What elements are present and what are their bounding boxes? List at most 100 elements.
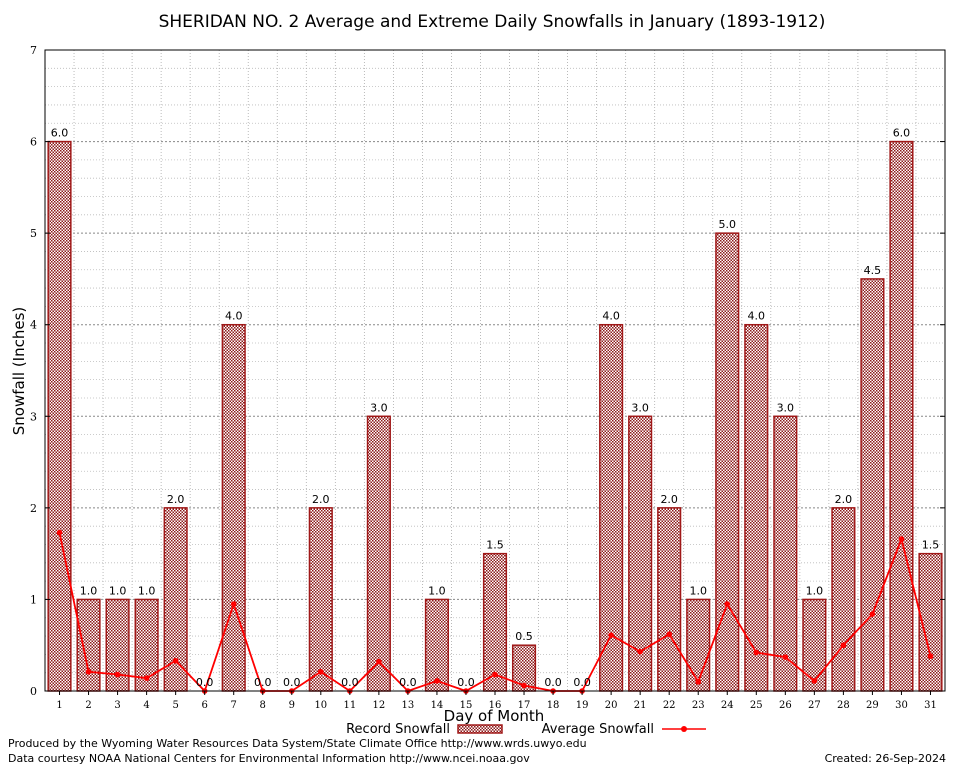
x-tick-label-23: 23 [692,700,705,711]
x-tick-label-9: 9 [289,700,295,711]
bar-day-14 [424,598,450,692]
bar-value-label-13: 0.0 [399,676,417,689]
average-point-day-31 [927,653,934,660]
x-tick-label-24: 24 [721,700,734,711]
average-point-day-7 [230,601,237,607]
bar-day-25 [744,323,769,692]
bar-value-label-31: 1.5 [922,539,940,552]
y-tick-label: 6 [30,136,37,149]
bar-value-label-25: 4.0 [748,310,766,323]
data-source-credit: Data courtesy NOAA National Centers for … [8,752,530,765]
average-point-day-16 [492,671,498,678]
x-tick-label-7: 7 [231,700,237,711]
average-point-day-26 [782,654,789,660]
y-tick-label: 0 [30,685,37,698]
bar-value-label-20: 4.0 [602,310,620,323]
average-point-day-23 [695,679,702,685]
chart-title: SHERIDAN NO. 2 Average and Extreme Daily… [159,12,826,32]
average-point-day-21 [637,648,643,655]
bar-value-label-22: 2.0 [660,493,678,506]
bar-value-label-3: 1.0 [109,584,127,597]
producer-credit: Produced by the Wyoming Water Resources … [8,737,587,750]
bar-value-label-8: 0.0 [254,676,272,689]
x-tick-label-25: 25 [750,700,763,711]
average-point-day-29 [869,611,876,617]
x-tick-label-26: 26 [779,700,792,711]
y-tick-label: 1 [30,593,37,606]
bar-value-label-15: 0.0 [457,676,475,689]
y-tick-label: 2 [30,502,37,515]
x-tick-label-21: 21 [634,700,647,711]
bar-value-label-4: 1.0 [138,584,156,597]
bar-day-7 [221,323,246,692]
x-tick-label-12: 12 [373,700,386,711]
x-axis-label: Day of Month [444,707,545,725]
bar-day-10 [308,507,333,692]
x-tick-label-13: 13 [402,700,415,711]
average-point-day-27 [811,678,818,684]
average-point-day-17 [521,682,527,689]
bar-day-27 [802,598,827,692]
legend-average-label: Average Snowfall [542,722,654,737]
y-tick-label: 5 [30,227,37,240]
x-tick-label-20: 20 [605,700,618,711]
average-point-day-30 [898,536,905,542]
bar-day-30 [889,140,914,692]
x-tick-label-4: 4 [143,700,149,711]
bar-value-label-26: 3.0 [777,401,795,414]
bar-value-label-24: 5.0 [719,218,737,231]
x-tick-label-14: 14 [431,700,444,711]
bar-value-label-28: 2.0 [835,493,853,506]
x-tick-label-18: 18 [547,700,560,711]
average-point-day-10 [318,668,324,675]
bar-value-label-27: 1.0 [806,584,824,597]
x-tick-label-5: 5 [172,700,178,711]
bar-value-label-18: 0.0 [544,676,562,689]
x-tick-label-17: 17 [518,700,531,711]
bar-value-label-1: 6.0 [51,127,69,140]
bar-value-label-5: 2.0 [167,493,185,506]
bar-day-29 [860,278,885,692]
bar-value-label-19: 0.0 [573,676,591,689]
bar-day-22 [657,507,682,692]
x-tick-label-19: 19 [576,700,589,711]
bar-labels: 6.0 1.0 1.0 1.0 2.0 0.0 4.0 0.0 0.0 2.0 0.0 3.0 0.0 1… [51,127,939,689]
x-tick-label-30: 30 [895,700,908,711]
x-tick-label-27: 27 [808,700,821,711]
average-point-day-14 [434,678,440,684]
bar-value-label-9: 0.0 [283,676,301,689]
y-axis-label: Snowfall (Inches) [10,307,28,435]
y-tick-label: 7 [30,44,37,57]
bar-value-label-29: 4.5 [864,264,882,277]
bar-day-24 [715,232,740,692]
x-tick-label-16: 16 [489,700,502,711]
x-tick-label-2: 2 [85,700,91,711]
bar-value-label-10: 2.0 [312,493,330,506]
bar-day-28 [831,507,856,692]
legend-record-label: Record Snowfall [346,722,450,737]
average-point-day-4 [143,675,150,681]
x-tick-label-1: 1 [56,700,62,711]
bar-value-label-7: 4.0 [225,310,243,323]
bar-value-label-30: 6.0 [893,127,911,140]
bar-value-label-16: 1.5 [486,539,504,552]
x-tick-label-3: 3 [114,700,120,711]
x-tick-label-10: 10 [314,700,327,711]
average-point-day-5 [172,657,179,664]
average-point-day-12 [376,658,382,665]
bar-value-label-21: 3.0 [631,401,649,414]
bar-day-12 [366,415,391,692]
bar-value-label-2: 1.0 [80,584,98,597]
bar-day-26 [773,415,798,692]
bar-value-label-14: 1.0 [428,584,446,597]
x-tick-label-28: 28 [837,700,850,711]
average-point-day-24 [724,601,731,607]
x-tick-label-29: 29 [866,700,879,711]
bar-day-16 [482,552,508,692]
legend-record-swatch [457,724,503,734]
legend-average-marker [681,726,687,732]
x-tick-label-11: 11 [343,700,356,711]
average-point-day-1 [56,529,63,536]
